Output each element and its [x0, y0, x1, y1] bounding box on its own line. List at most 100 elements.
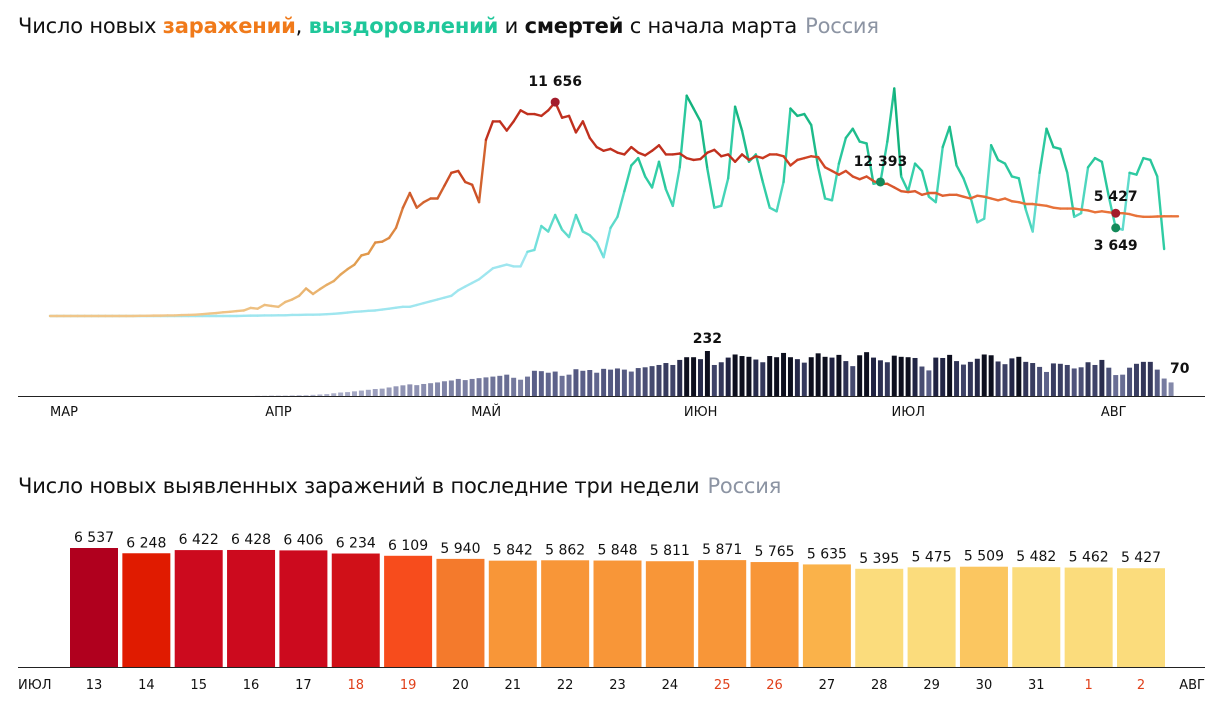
infections-line-segment: [401, 191, 412, 209]
infections-line-segment: [297, 287, 308, 297]
infections-line-segment: [865, 175, 875, 183]
death-bar: [365, 389, 371, 396]
recoveries-line-segment: [830, 162, 841, 202]
death-bar: [663, 363, 669, 396]
death-bar: [857, 355, 863, 396]
infections-line-segment: [630, 145, 640, 154]
death-bar: [649, 366, 655, 396]
bar-value-label: 6 406: [283, 532, 323, 548]
death-bar: [518, 379, 524, 396]
infections-line-segment: [408, 191, 418, 209]
bar: [279, 550, 328, 667]
recoveries-line-segment: [602, 226, 612, 259]
recoveries-line-segment: [865, 142, 875, 186]
main-timeline-chart: 11 656 12 393 5 427 3 649 232 70 МАР АПР МАЙ ИЮН И…: [18, 74, 1205, 420]
recoveries-line-segment: [650, 160, 661, 189]
death-bar: [448, 380, 454, 396]
recoveries-line-segment: [643, 175, 654, 189]
death-bar: [338, 392, 344, 396]
day-tick-label: 14: [138, 678, 155, 693]
annotation-point: [550, 97, 560, 107]
infections-line-segment: [726, 153, 737, 163]
recoveries-line-segment: [616, 189, 626, 219]
recoveries-line-segment: [816, 166, 827, 200]
death-bar: [393, 386, 399, 396]
death-bar: [1044, 371, 1049, 396]
bar: [122, 553, 171, 667]
bar: [593, 560, 642, 667]
day-tick-label: 29: [923, 678, 940, 693]
infections-line-segment: [436, 184, 446, 200]
recoveries-line-segment: [1121, 171, 1131, 231]
death-bar: [898, 356, 904, 396]
bar: [645, 561, 694, 667]
death-bar: [455, 378, 461, 396]
chart2-title: Число новых выявленных заражений в после…: [18, 474, 781, 498]
death-bar: [601, 368, 607, 396]
death-bar: [421, 383, 427, 396]
bar-value-label: 6 109: [388, 538, 428, 554]
infections-line-segment: [595, 145, 605, 152]
annotation-label: 3 649: [1094, 238, 1138, 254]
bar: [907, 567, 956, 667]
recoveries-line-segment: [484, 267, 495, 275]
day-tick-label: 26: [766, 678, 783, 693]
infections-line-segment: [678, 152, 688, 160]
recoveries-line-segment: [540, 224, 550, 233]
infections-line-segment: [588, 136, 598, 149]
death-bar: [345, 392, 351, 396]
recoveries-line-segment: [948, 125, 958, 167]
death-bar: [698, 359, 703, 396]
day-tick-label: 15: [190, 678, 207, 693]
recoveries-line-segment: [782, 107, 792, 184]
recoveries-line: [48, 87, 1166, 318]
death-bar: [794, 359, 800, 396]
infections-line-segment: [353, 254, 363, 266]
day-tick-label: 30: [976, 678, 993, 693]
death-bar: [614, 368, 620, 396]
title-and: и: [498, 14, 525, 38]
recoveries-line-segment: [955, 164, 965, 180]
region-label: Россия: [707, 474, 782, 498]
infections-line-segment: [844, 169, 854, 178]
day-tick-label: 1: [1085, 678, 1093, 693]
recoveries-line-segment: [740, 129, 751, 163]
death-bar: [781, 352, 787, 396]
death-bar: [379, 388, 385, 396]
recoveries-line-segment: [699, 120, 709, 171]
recoveries-line-segment: [671, 166, 681, 208]
infections-line-segment: [837, 169, 848, 176]
recoveries-line-segment: [685, 94, 695, 110]
month-tick-label: ИЮЛ: [891, 405, 925, 420]
infections-line-segment: [969, 194, 979, 200]
infections-line-segment: [740, 153, 751, 162]
infections-line-segment: [332, 273, 342, 283]
infections-line-segment: [789, 158, 799, 167]
death-bar: [1050, 363, 1056, 396]
death-bar: [635, 368, 641, 396]
day-tick-label: 24: [662, 678, 679, 693]
bar-value-label: 5 871: [702, 542, 742, 558]
death-bar: [1154, 369, 1160, 396]
recoveries-line-segment: [996, 158, 1007, 165]
infections-line-segment: [256, 303, 266, 310]
day-tick-label: 13: [86, 678, 103, 693]
bar-value-label: 5 395: [859, 551, 899, 567]
death-bar: [988, 355, 994, 396]
recoveries-line-segment: [837, 136, 848, 165]
death-bar: [974, 358, 980, 396]
recoveries-line-segment: [477, 272, 488, 281]
death-bar: [511, 377, 517, 396]
infections-line-segment: [277, 300, 287, 309]
recoveries-line-segment: [630, 156, 640, 167]
death-bar: [483, 377, 489, 396]
death-bar: [490, 376, 496, 396]
bar: [855, 568, 904, 667]
recoveries-line-segment: [581, 230, 591, 237]
day-tick-label: 22: [557, 678, 574, 693]
infections-line-segment: [325, 279, 335, 286]
month-tick-label: АПР: [265, 405, 292, 420]
recoveries-line-segment: [851, 127, 861, 143]
bar: [174, 550, 223, 667]
recoveries-line-segment: [664, 188, 675, 208]
